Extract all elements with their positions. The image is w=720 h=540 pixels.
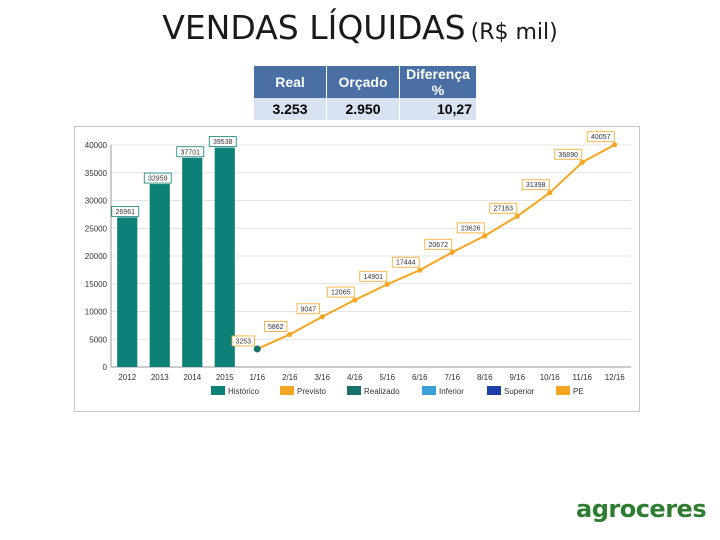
previsto-data-label-box — [296, 303, 320, 315]
realizado-point — [253, 345, 261, 353]
x-tick-label: 7/16 — [444, 373, 460, 382]
x-tick-label: 1/16 — [249, 373, 265, 382]
previsto-point — [384, 281, 390, 287]
previsto-data-label-box — [264, 321, 288, 332]
y-tick-label: 30000 — [85, 197, 108, 206]
previsto-data-label: 9047 — [300, 306, 316, 313]
legend-label: Histórico — [228, 387, 260, 396]
previsto-point — [612, 142, 618, 148]
historico-data-label: 39538 — [213, 139, 233, 146]
header-real: Real — [254, 66, 327, 98]
page-title: VENDAS LÍQUIDAS (R$ mil) — [0, 8, 720, 47]
value-real: 3.253 — [254, 98, 327, 120]
previsto-data-label-box — [231, 335, 255, 347]
y-tick-label: 20000 — [85, 252, 108, 261]
legend-label: Superior — [504, 387, 535, 396]
summary-table: Real Orçado Diferença % 3.253 2.950 10,2… — [254, 66, 477, 120]
previsto-point — [417, 267, 423, 273]
previsto-point — [319, 314, 325, 320]
y-tick-label: 25000 — [85, 224, 108, 233]
previsto-data-label: 23626 — [461, 225, 481, 232]
previsto-data-label-box — [391, 256, 420, 268]
historico-bar — [214, 147, 235, 367]
x-tick-label: 2013 — [151, 373, 169, 382]
previsto-data-label: 14901 — [364, 274, 384, 281]
previsto-point — [352, 297, 358, 303]
x-tick-label: 9/16 — [509, 373, 525, 382]
legend-label: Inferior — [439, 387, 464, 396]
historico-data-label: 37701 — [181, 149, 201, 156]
value-orcado: 2.950 — [326, 98, 400, 120]
legend-swatch — [556, 386, 570, 395]
x-tick-label: 12/16 — [605, 373, 626, 382]
y-tick-label: 15000 — [85, 280, 108, 289]
previsto-point — [482, 233, 488, 239]
historico-bar — [182, 157, 203, 367]
legend-label: Previsto — [297, 387, 326, 396]
previsto-line — [256, 143, 616, 350]
header-diferenca: Diferença % — [399, 66, 477, 98]
legend-swatch — [347, 386, 361, 395]
x-tick-label: 6/16 — [412, 373, 428, 382]
previsto-data-label: 5862 — [268, 324, 284, 331]
historico-data-label: 32959 — [148, 176, 168, 183]
previsto-data-label-box — [359, 270, 388, 282]
legend-swatch — [422, 386, 436, 395]
agroceres-logo: agroceres — [576, 495, 707, 523]
x-tick-label: 5/16 — [379, 373, 395, 382]
previsto-data-label: 12065 — [331, 290, 351, 297]
previsto-point — [547, 190, 553, 196]
previsto-point — [449, 249, 455, 255]
legend-swatch — [280, 386, 294, 395]
y-tick-label: 0 — [103, 363, 108, 372]
previsto-data-label-box — [424, 238, 453, 250]
legend-swatch — [211, 386, 225, 395]
previsto-data-label: 27163 — [494, 206, 514, 213]
title-main: VENDAS LÍQUIDAS — [162, 8, 466, 47]
x-tick-label: 11/16 — [573, 373, 593, 382]
x-tick-label: 10/16 — [540, 373, 561, 382]
y-tick-label: 5000 — [89, 335, 107, 344]
historico-bar — [117, 217, 138, 367]
previsto-data-label-box — [489, 202, 518, 214]
previsto-point — [514, 213, 520, 219]
previsto-data-label-box — [326, 286, 355, 298]
previsto-data-label-box — [586, 131, 615, 143]
historico-data-label-box — [208, 136, 237, 147]
historico-data-label: 26961 — [116, 209, 136, 216]
previsto-data-label-box — [521, 179, 550, 191]
previsto-data-label: 20672 — [429, 242, 449, 249]
historico-data-label-box — [176, 146, 205, 158]
y-tick-label: 10000 — [85, 308, 108, 317]
previsto-data-label: 40057 — [591, 134, 611, 141]
previsto-data-label-box — [554, 148, 583, 160]
legend-label: Realizado — [364, 387, 400, 396]
x-tick-label: 2014 — [183, 373, 201, 382]
value-diferenca: 10,27 — [399, 98, 477, 120]
legend-label: PE — [573, 387, 584, 396]
sales-chart: 0 5000 10000 15000 20000 25000 30000 35000 40000… — [74, 126, 640, 412]
x-tick-label: 2012 — [118, 373, 136, 382]
y-tick-label: 40000 — [85, 141, 108, 150]
chart-svg: 0 5000 10000 15000 20000 25000 30000 35000 40000… — [85, 131, 631, 396]
previsto-point — [579, 159, 585, 165]
previsto-data-label: 31398 — [526, 182, 546, 189]
previsto-data-label: 3253 — [235, 338, 251, 345]
historico-data-label-box — [143, 172, 172, 184]
previsto-data-label: 17444 — [396, 260, 416, 267]
y-tick-label: 35000 — [85, 169, 108, 178]
x-tick-label: 2/16 — [282, 373, 298, 382]
legend-swatch — [487, 386, 501, 395]
historico-data-label-box — [111, 205, 140, 217]
previsto-data-label: 36890 — [559, 152, 579, 159]
x-tick-label: 8/16 — [477, 373, 493, 382]
x-tick-label: 2015 — [216, 373, 234, 382]
x-tick-label: 4/16 — [347, 373, 363, 382]
previsto-data-label-box — [456, 222, 485, 234]
x-tick-label: 3/16 — [314, 373, 330, 382]
header-orcado: Orçado — [326, 66, 400, 98]
historico-bar — [149, 184, 170, 367]
title-unit: (R$ mil) — [470, 20, 558, 45]
previsto-point — [287, 331, 293, 338]
